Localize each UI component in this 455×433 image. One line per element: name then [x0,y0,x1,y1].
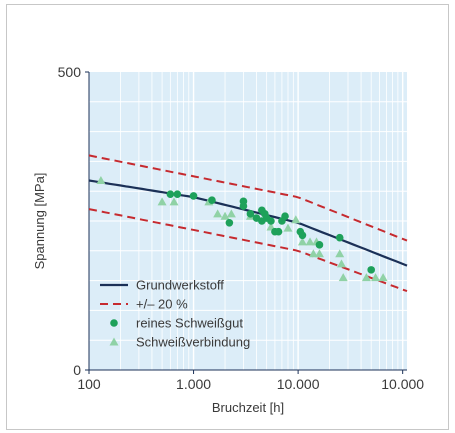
legend-label: Grundwerkstoff [136,278,224,293]
data-point-circle [367,266,375,274]
data-point-circle [274,227,283,236]
data-point-circle [267,217,275,225]
data-point-triangle [96,175,106,184]
data-point-triangle [297,237,307,246]
data-point-triangle [169,197,179,206]
tick-labels: 100 1.000 10.000 10.000 0 500 [58,64,425,392]
grid-lines [89,72,407,370]
data-point-circle [166,190,175,198]
data-point-circle [225,218,234,227]
series-line-grundwerkstoff [88,179,408,267]
y-axis-label: Spannung [MPa] [32,173,47,270]
y-tick-label: 0 [73,362,81,378]
data-point-triangle [338,273,348,282]
data-point-triangle [378,273,388,282]
x-tick-label: 1.000 [176,376,211,392]
x-tick-label: 10.000 [381,376,424,392]
data-point-circle [335,233,344,242]
x-tick-label: 100 [77,376,101,392]
legend-label: reines Schweißgut [136,316,243,331]
axes [88,72,407,371]
legend-marker-triangle [109,337,119,346]
data-point-triangle [157,197,167,206]
data-point-triangle [291,215,301,224]
data-point-triangle [371,273,381,282]
legend: Grundwerkstoff +/– 20 % reines Schweißgut S… [100,278,250,350]
data-point-triangle [337,259,347,268]
legend-label: Schweißverbindung [136,335,250,350]
data-point-triangle [213,209,223,218]
y-tick-label: 500 [58,64,82,80]
data-point-circle [189,192,198,200]
data-point-triangle [335,249,345,258]
x-axis-label: Bruchzeit [h] [212,400,284,415]
series-line-band-2 [88,208,408,293]
data-point-triangle [305,237,315,246]
data-point-triangle [220,211,230,220]
data-point-circle [281,212,289,221]
data-point-circle [239,202,248,210]
data-point-circle [246,210,255,218]
series-line-band-1 [88,154,408,242]
data-point-triangle [308,249,318,258]
data-point-triangle [314,249,324,258]
x-tick-label: 10.000 [277,376,320,392]
data-point-triangle [226,209,236,218]
data-point-circle [208,196,216,204]
data-point-circle [173,190,182,198]
legend-marker-circle [110,319,118,327]
data-point-circle [315,241,324,249]
data-point-circle [298,231,307,240]
data-point-triangle [361,273,371,282]
legend-label: +/– 20 % [136,297,188,312]
data-point-triangle [283,223,293,232]
series-layer [88,154,408,293]
